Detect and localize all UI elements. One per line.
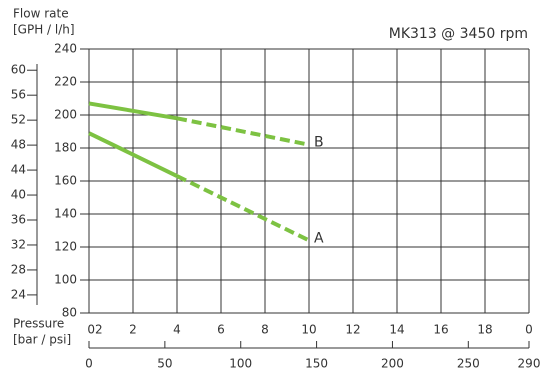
x-axis-label: Pressure	[13, 317, 64, 331]
x-tick-label: 2	[129, 323, 137, 337]
x-tick-label: 12	[345, 323, 360, 337]
x2-tick-label: 150	[305, 357, 328, 371]
y-tick-label: 160	[54, 174, 77, 188]
y-axis-label: Flow rate	[13, 7, 69, 21]
y2-tick-label: 40	[11, 188, 26, 202]
x-tick-label: 8	[261, 323, 269, 337]
y2-tick-label: 60	[11, 63, 26, 77]
x2-tick-label: 100	[229, 357, 252, 371]
y-tick-label: 120	[54, 240, 77, 254]
x-tick-label: 0	[525, 323, 533, 337]
x-axis-unit: [bar / psi]	[13, 333, 71, 347]
series-segment	[176, 174, 310, 243]
chart-title: MK313 @ 3450 rpm	[389, 26, 528, 42]
y2-tick-label: 56	[11, 88, 26, 102]
x2-tick-label: 0	[85, 357, 93, 371]
x2-tick-label: 50	[157, 357, 172, 371]
y-tick-label: 200	[54, 108, 77, 122]
y2-tick-label: 52	[11, 113, 26, 127]
y2-tick-label: 44	[11, 163, 26, 177]
x-tick-label: 14	[389, 323, 404, 337]
y2-tick-label: 32	[11, 237, 26, 251]
x-tick-label: 10	[301, 323, 316, 337]
x2-tick-label: 200	[381, 357, 404, 371]
x-tick-label: 4	[173, 323, 181, 337]
y2-tick-label: 48	[11, 138, 26, 152]
y2-tick-label: 36	[11, 213, 26, 227]
x2-tick-label: 290	[518, 357, 541, 371]
series-label: A	[314, 230, 324, 246]
y-tick-label: 220	[54, 75, 77, 89]
series-segment	[176, 116, 310, 147]
x2-tick-label: 250	[457, 357, 480, 371]
x-tick-label: 18	[477, 323, 492, 337]
y-tick-label: 180	[54, 141, 77, 155]
x-tick-label: 02	[87, 323, 102, 337]
y2-tick-label: 28	[11, 262, 26, 276]
series-label: B	[314, 135, 324, 151]
y-tick-label: 80	[62, 306, 77, 320]
y-tick-label: 100	[54, 273, 77, 287]
x-tick-label: 6	[217, 323, 225, 337]
y-tick-label: 140	[54, 207, 77, 221]
y-axis-unit: [GPH / l/h]	[13, 23, 75, 37]
y2-tick-label: 24	[11, 287, 26, 301]
series-segment	[88, 131, 178, 178]
y-tick-label: 240	[54, 42, 77, 56]
series-segment	[88, 101, 178, 121]
x-tick-label: 16	[433, 323, 448, 337]
